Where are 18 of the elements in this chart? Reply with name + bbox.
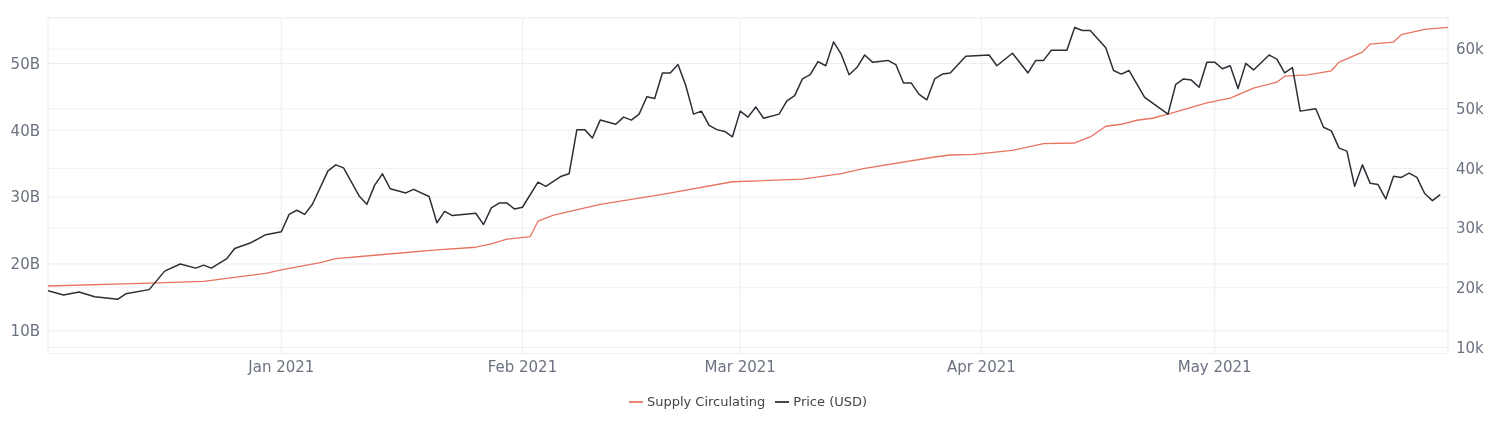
y2-tick-label: 40k <box>1456 159 1485 178</box>
y2-tick-label: 30k <box>1456 219 1485 238</box>
x-tick-label: Feb 2021 <box>487 358 558 377</box>
x-tick-label: May 2021 <box>1177 358 1252 377</box>
y-tick-label: 40B <box>10 121 40 140</box>
legend-label: Price (USD) <box>793 393 868 409</box>
x-tick-label: Mar 2021 <box>704 358 776 377</box>
y-tick-label: 50B <box>10 54 40 73</box>
y-tick-label: 10B <box>10 322 40 341</box>
y2-tick-label: 50k <box>1456 100 1485 119</box>
x-tick-label: Jan 2021 <box>247 358 315 377</box>
legend-label: Supply Circulating <box>646 393 766 409</box>
x-tick-label: Apr 2021 <box>946 358 1016 377</box>
y2-tick-label: 10k <box>1456 338 1485 357</box>
y2-tick-label: 60k <box>1456 40 1485 59</box>
y2-tick-label: 20k <box>1456 279 1485 298</box>
y-tick-label: 30B <box>10 188 40 207</box>
y-tick-label: 20B <box>10 255 40 274</box>
